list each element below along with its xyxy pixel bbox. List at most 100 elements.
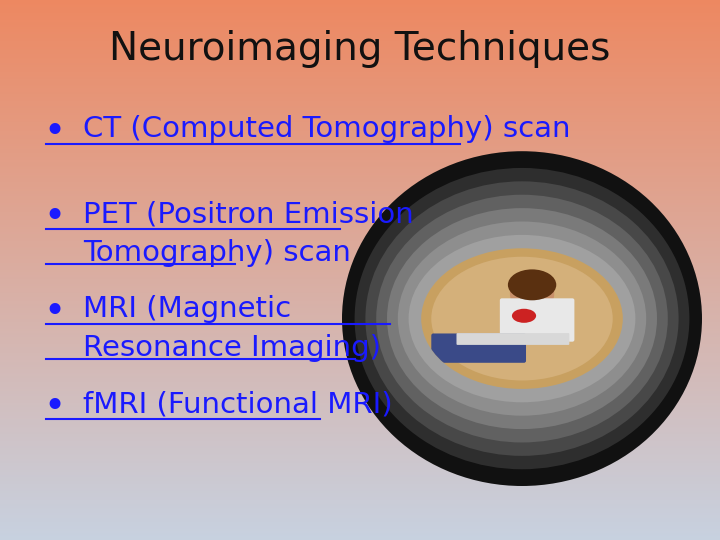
Text: Resonance Imaging): Resonance Imaging) [83, 334, 381, 362]
Bar [0, 463, 720, 464]
Bar [0, 196, 720, 198]
Bar [0, 407, 720, 409]
Bar [0, 232, 720, 234]
Bar [0, 356, 720, 358]
Bar [0, 275, 720, 277]
Bar [0, 270, 720, 272]
Bar [0, 110, 720, 112]
Bar [0, 18, 720, 20]
Bar [0, 437, 720, 439]
Bar [0, 515, 720, 517]
Bar [0, 130, 720, 131]
Bar [0, 133, 720, 135]
Bar [0, 282, 720, 285]
Bar [0, 227, 720, 228]
Bar [0, 302, 720, 304]
Bar [0, 481, 720, 482]
Bar [0, 517, 720, 518]
Bar [0, 252, 720, 254]
Bar [0, 309, 720, 312]
Bar [0, 281, 720, 282]
Bar [0, 88, 720, 90]
Text: •: • [43, 200, 66, 236]
Bar [0, 344, 720, 346]
Bar [0, 274, 720, 275]
Bar [0, 317, 720, 319]
Bar [0, 299, 720, 301]
Bar [0, 366, 720, 367]
Bar [0, 12, 720, 15]
Bar [0, 447, 720, 448]
Bar [0, 36, 720, 38]
Bar [0, 484, 720, 486]
Bar [0, 376, 720, 378]
Bar [0, 15, 720, 16]
Bar [0, 448, 720, 450]
Bar [0, 258, 720, 259]
Bar [0, 331, 720, 333]
Bar [0, 250, 720, 252]
Bar [0, 22, 720, 23]
Bar [0, 254, 720, 255]
Bar [0, 385, 720, 387]
Bar [0, 182, 720, 184]
Bar [0, 96, 720, 97]
Text: CT (Computed Tomography) scan: CT (Computed Tomography) scan [83, 115, 570, 143]
Bar [0, 158, 720, 160]
Bar [0, 380, 720, 382]
Bar [0, 16, 720, 18]
Bar [0, 524, 720, 525]
Bar [0, 29, 720, 31]
Bar [0, 211, 720, 212]
Bar [0, 486, 720, 488]
Bar [0, 295, 720, 297]
Bar [0, 92, 720, 93]
Bar [0, 427, 720, 428]
Text: MRI (Magnetic: MRI (Magnetic [83, 295, 291, 323]
Bar [0, 11, 720, 12]
Bar [0, 495, 720, 497]
Bar [0, 428, 720, 430]
Text: PET (Positron Emission: PET (Positron Emission [83, 200, 413, 228]
Bar [0, 436, 720, 437]
Bar [0, 90, 720, 92]
Bar [0, 20, 720, 22]
Bar [0, 501, 720, 502]
Ellipse shape [387, 208, 657, 429]
Bar [0, 61, 720, 63]
Bar [0, 353, 720, 355]
Bar [0, 513, 720, 515]
Bar [0, 403, 720, 405]
Bar [0, 167, 720, 169]
Bar [0, 358, 720, 360]
Bar [0, 536, 720, 538]
Bar [0, 173, 720, 174]
Bar [0, 69, 720, 70]
Bar [0, 336, 720, 339]
Bar [0, 529, 720, 531]
Bar [0, 146, 720, 147]
Bar [0, 528, 720, 529]
Bar [0, 423, 720, 425]
Bar [0, 474, 720, 475]
Ellipse shape [512, 309, 536, 323]
Bar [0, 221, 720, 223]
Bar [0, 398, 720, 400]
Bar [0, 193, 720, 194]
Bar [0, 52, 720, 54]
Bar [0, 113, 720, 115]
Bar [0, 115, 720, 117]
Bar [0, 45, 720, 47]
Bar [0, 147, 720, 150]
Bar [0, 187, 720, 189]
Bar [0, 363, 720, 366]
Bar [0, 234, 720, 236]
Bar [0, 120, 720, 123]
Bar [0, 32, 720, 34]
Bar [0, 7, 720, 9]
Bar [0, 443, 720, 444]
Bar [0, 288, 720, 290]
Bar [0, 339, 720, 340]
Bar [0, 194, 720, 196]
Bar [0, 444, 720, 447]
